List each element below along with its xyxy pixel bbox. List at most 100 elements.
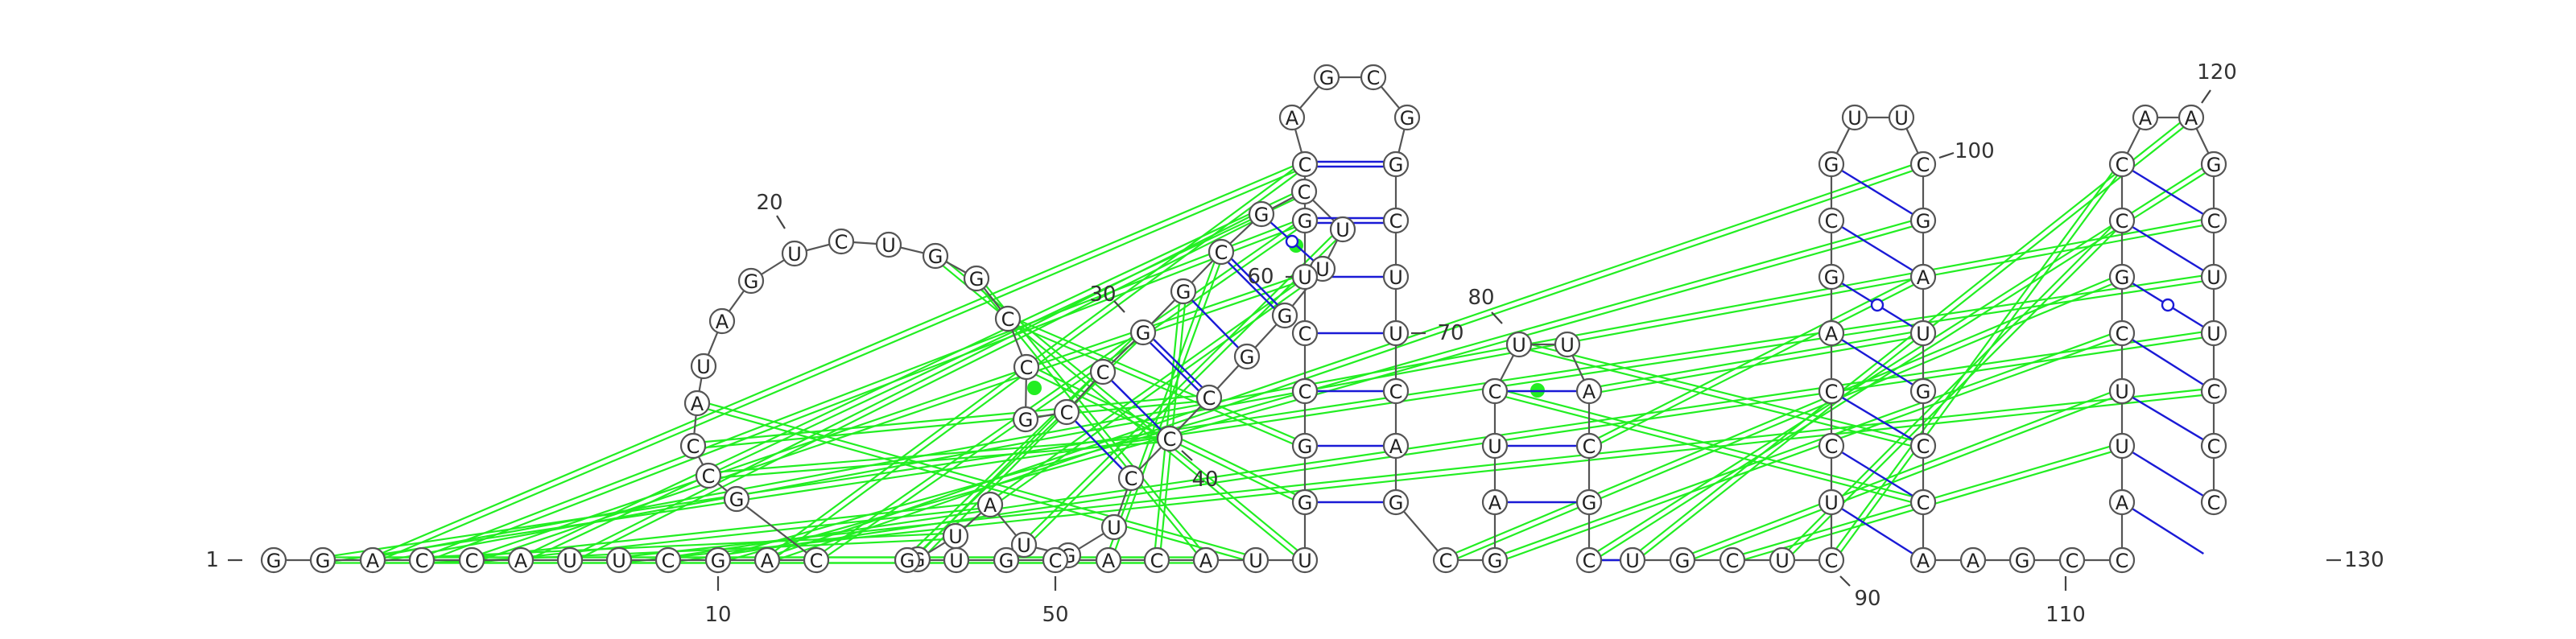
- nucleotide: A: [1911, 548, 1935, 572]
- nucleotide: G: [1819, 152, 1843, 176]
- nucleotide-letter: C: [1488, 381, 1502, 403]
- nucleotide: C: [1577, 434, 1601, 458]
- nucleotide: U: [1819, 490, 1843, 514]
- nucleotide-letter: G: [969, 268, 985, 291]
- nucleotide-letter: A: [2185, 107, 2198, 130]
- backbone: [274, 77, 2214, 560]
- nucleotide-letter: C: [415, 550, 429, 572]
- base-pair-line: [2132, 452, 2203, 496]
- nucleotide-letter: C: [2066, 550, 2079, 572]
- nucleotide: C: [656, 548, 680, 572]
- nucleotide: C: [996, 307, 1020, 331]
- nucleotide-letter: G: [266, 550, 282, 572]
- nucleotide-letter: C: [1389, 381, 1403, 403]
- nucleotide-letter: A: [1967, 550, 1980, 572]
- nucleotide: C: [1819, 434, 1843, 458]
- base-pair-line: [2132, 398, 2203, 440]
- nucleotide-letter: C: [1203, 387, 1216, 410]
- nucleotide: C: [2202, 379, 2226, 403]
- nucleotide: C: [1911, 434, 1935, 458]
- nucleotide: U: [1384, 321, 1408, 345]
- tertiary-interaction-line: [1829, 163, 2120, 559]
- nucleotide: C: [2202, 208, 2226, 233]
- nucleotide: U: [558, 548, 582, 572]
- nucleotide-letter: A: [1825, 323, 1839, 345]
- nucleotide: C: [1293, 152, 1317, 176]
- base-pair-line: [2132, 171, 2203, 214]
- nucleotide-letter: U: [787, 243, 802, 266]
- nucleotide: C: [804, 548, 828, 572]
- nucleotide-letter: C: [1825, 210, 1839, 233]
- nucleotide-letter: U: [1512, 334, 1526, 357]
- nucleotide-letter: G: [1018, 409, 1034, 431]
- nucleotide-letter: C: [2116, 210, 2129, 233]
- nucleotide-letter: U: [2115, 435, 2129, 458]
- nucleotide-letter: U: [1916, 323, 1930, 345]
- nucleotide: A: [710, 309, 734, 333]
- nucleotide-letter: A: [1917, 266, 1930, 289]
- nucleotide-letter: U: [1298, 266, 1312, 289]
- nucleotide-letter: U: [1775, 550, 1790, 572]
- nucleotide: C: [1158, 427, 1182, 451]
- nucleotide-letter: C: [2207, 210, 2221, 233]
- position-label-20: 20: [756, 191, 782, 215]
- nucleotide-letter: U: [1249, 550, 1263, 572]
- nucleotide-letter: C: [1150, 550, 1164, 572]
- nucleotide: G: [1384, 152, 1408, 176]
- nucleotide-letter: C: [1917, 492, 1930, 514]
- nucleotide: G: [2010, 548, 2034, 572]
- nucleotide-letter: C: [1215, 241, 1228, 264]
- nucleotide: G: [311, 548, 335, 572]
- nucleotide-letter: U: [1389, 323, 1403, 345]
- nucleotide: A: [1280, 105, 1304, 130]
- nucleotide: C: [1145, 548, 1169, 572]
- nucleotide: A: [1819, 321, 1843, 345]
- nucleotide: U: [1331, 217, 1355, 241]
- nucleotide: U: [691, 354, 716, 378]
- nucleotide: U: [1555, 332, 1579, 357]
- nucleotide-letter: G: [729, 489, 745, 511]
- position-label-120: 120: [2197, 60, 2237, 85]
- nucleotide-letter: A: [2116, 492, 2129, 514]
- nucleotide: C: [1819, 208, 1843, 233]
- nucleotide: C: [1361, 65, 1385, 89]
- nucleotide: C: [2110, 152, 2134, 176]
- nucleotide-letter: G: [1319, 67, 1335, 89]
- nucleotide-letter: G: [1824, 154, 1839, 176]
- nucleotide: U: [1770, 548, 1794, 572]
- position-label-60: 60: [1247, 265, 1274, 289]
- nucleotide: A: [978, 493, 1002, 517]
- nucleotide: U: [782, 241, 807, 266]
- nucleotide-letter: C: [1096, 361, 1110, 384]
- nucleotide-letter: A: [716, 311, 729, 333]
- nucleotide: G: [1819, 265, 1843, 289]
- nucleotide-letter: U: [2207, 266, 2221, 289]
- nucleotide: G: [706, 548, 730, 572]
- position-label-110: 110: [2046, 603, 2086, 627]
- nucleotide: C: [410, 548, 434, 572]
- nucleotide: U: [2110, 379, 2134, 403]
- nucleotide-letter: C: [1298, 154, 1312, 176]
- nucleotide: C: [1384, 379, 1408, 403]
- nucleotide: U: [1911, 321, 1935, 345]
- nucleotide-letter: C: [2207, 381, 2221, 403]
- nucleotide: G: [2110, 265, 2134, 289]
- base-pair-line: [1842, 227, 1913, 270]
- nucleotide: A: [2110, 490, 2134, 514]
- position-label-90: 90: [1854, 587, 1880, 611]
- nucleotide: A: [685, 391, 709, 415]
- nucleotide-letter: C: [810, 550, 824, 572]
- nucleotide-letter: G: [2207, 154, 2222, 176]
- nucleotide-letter: G: [1254, 204, 1269, 226]
- nucleotide: G: [1577, 490, 1601, 514]
- nucleotide: A: [2179, 105, 2203, 130]
- nucleotide-letter: A: [514, 550, 528, 572]
- position-label-80: 80: [1468, 286, 1494, 310]
- tertiary-interaction-marker: [1027, 381, 1042, 395]
- nucleotide: C: [1209, 240, 1233, 264]
- nucleotide-letter: G: [1389, 154, 1404, 176]
- nucleotide: A: [1577, 379, 1601, 403]
- nucleotide-letter: C: [1125, 468, 1138, 490]
